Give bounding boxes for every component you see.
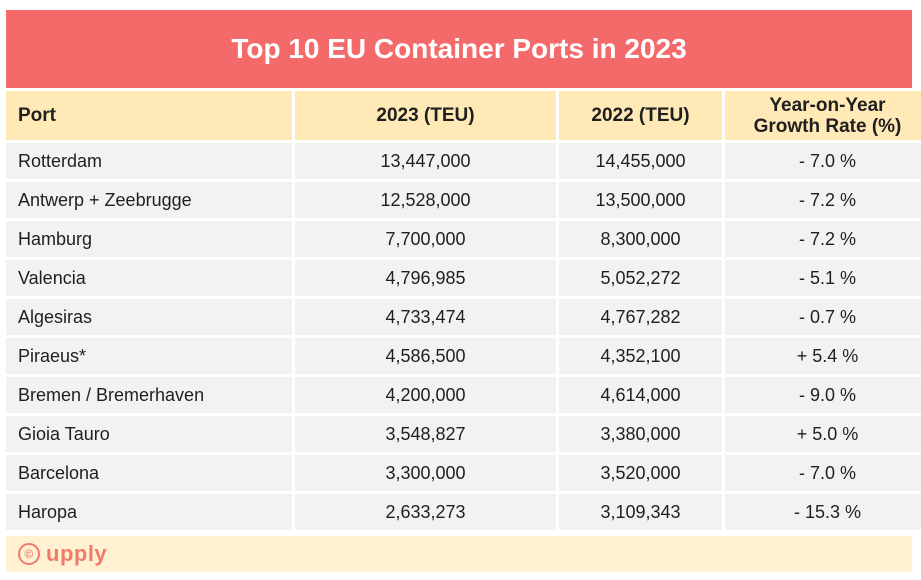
cell-port: Gioia Tauro	[6, 416, 292, 452]
cell-port: Barcelona	[6, 455, 292, 491]
cell-2022: 4,352,100	[559, 338, 722, 374]
cell-growth: + 5.0 %	[725, 416, 921, 452]
cell-2022: 3,520,000	[559, 455, 722, 491]
table-row: Bremen / Bremerhaven 4,200,000 4,614,000- …	[6, 377, 921, 413]
table-row: Piraeus* 4,586,500 4,352,100 + 5.4 %	[6, 338, 921, 374]
table-row: Algesiras 4,733,474 4,767,282- 0.7 %	[6, 299, 921, 335]
cell-2023: 2,633,273	[295, 494, 556, 530]
table-row: Gioia Tauro 3,548,827 3,380,000 + 5.0 %	[6, 416, 921, 452]
header-2023: 2023 (TEU)	[295, 91, 556, 140]
cell-port: Bremen / Bremerhaven	[6, 377, 292, 413]
cell-2023: 4,200,000	[295, 377, 556, 413]
cell-2022: 4,614,000	[559, 377, 722, 413]
cell-growth: - 15.3 %	[725, 494, 921, 530]
table-row: Antwerp + Zeebrugge 12,528,000 13,500,000-…	[6, 182, 921, 218]
table-card: Top 10 EU Container Ports in 2023 Port 2…	[6, 10, 921, 572]
cell-2022: 3,109,343	[559, 494, 722, 530]
table-title: Top 10 EU Container Ports in 2023	[6, 10, 912, 88]
header-port: Port	[6, 91, 292, 140]
header-row: Port 2023 (TEU) 2022 (TEU) Year-on-Year G…	[6, 91, 921, 140]
cell-2023: 4,733,474	[295, 299, 556, 335]
cell-port: Rotterdam	[6, 143, 292, 179]
table-row: Haropa 2,633,273 3,109,343- 15.3 %	[6, 494, 921, 530]
cell-2023: 4,796,985	[295, 260, 556, 296]
cell-2023: 7,700,000	[295, 221, 556, 257]
cell-growth: - 9.0 %	[725, 377, 921, 413]
cell-2022: 4,767,282	[559, 299, 722, 335]
cell-port: Algesiras	[6, 299, 292, 335]
header-growth: Year-on-Year Growth Rate (%)	[725, 91, 921, 140]
copyright-symbol: ©	[24, 547, 34, 561]
cell-port: Valencia	[6, 260, 292, 296]
cell-port: Piraeus*	[6, 338, 292, 374]
ports-table: Port 2023 (TEU) 2022 (TEU) Year-on-Year G…	[3, 88, 921, 533]
cell-2022: 14,455,000	[559, 143, 722, 179]
footer: © upply	[6, 536, 912, 572]
cell-2022: 5,052,272	[559, 260, 722, 296]
cell-2023: 3,548,827	[295, 416, 556, 452]
cell-growth: + 5.4 %	[725, 338, 921, 374]
cell-growth: - 7.2 %	[725, 221, 921, 257]
cell-2022: 13,500,000	[559, 182, 722, 218]
copyright-icon: ©	[18, 543, 40, 565]
cell-2023: 13,447,000	[295, 143, 556, 179]
cell-growth: - 7.0 %	[725, 455, 921, 491]
cell-port: Haropa	[6, 494, 292, 530]
table-row: Valencia 4,796,985 5,052,272- 5.1 %	[6, 260, 921, 296]
cell-2023: 4,586,500	[295, 338, 556, 374]
table-row: Hamburg 7,700,000 8,300,000- 7.2 %	[6, 221, 921, 257]
table-row: Barcelona 3,300,000 3,520,000- 7.0 %	[6, 455, 921, 491]
cell-growth: - 0.7 %	[725, 299, 921, 335]
logo-text: upply	[46, 541, 108, 566]
table-body: Rotterdam 13,447,000 14,455,000- 7.0 % Antw…	[6, 143, 921, 530]
cell-port: Antwerp + Zeebrugge	[6, 182, 292, 218]
header-2022: 2022 (TEU)	[559, 91, 722, 140]
cell-growth: - 5.1 %	[725, 260, 921, 296]
upply-logo: © upply	[18, 541, 107, 567]
table-row: Rotterdam 13,447,000 14,455,000- 7.0 %	[6, 143, 921, 179]
cell-2023: 12,528,000	[295, 182, 556, 218]
cell-2023: 3,300,000	[295, 455, 556, 491]
cell-growth: - 7.2 %	[725, 182, 921, 218]
cell-2022: 3,380,000	[559, 416, 722, 452]
cell-port: Hamburg	[6, 221, 292, 257]
cell-growth: - 7.0 %	[725, 143, 921, 179]
cell-2022: 8,300,000	[559, 221, 722, 257]
